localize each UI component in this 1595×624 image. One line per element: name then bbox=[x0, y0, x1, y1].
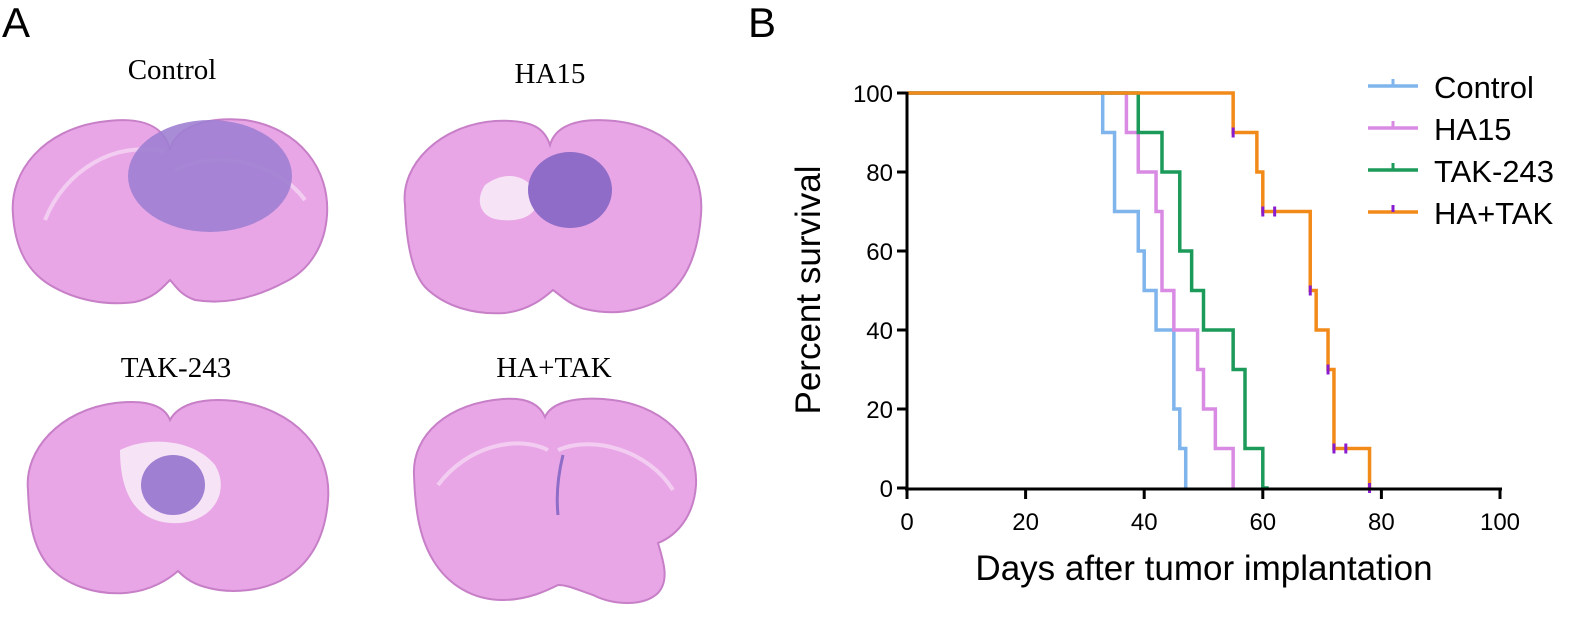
y-tick-label-40: 40 bbox=[866, 318, 893, 345]
panel-b-letter: B bbox=[748, 0, 777, 46]
y-axis-label: Percent survival bbox=[789, 166, 828, 415]
brain-section-ha-tak bbox=[412, 397, 698, 604]
y-ticks: 0 20 40 60 80 100 bbox=[853, 81, 907, 503]
x-tick-label-20: 20 bbox=[1012, 509, 1039, 536]
legend: Control HA15 TAK-243 HA+TAK bbox=[1368, 70, 1554, 231]
x-axis-label: Days after tumor implantation bbox=[975, 549, 1432, 588]
legend-label-ha15: HA15 bbox=[1434, 112, 1512, 147]
brain-section-ha15 bbox=[403, 119, 703, 315]
axes bbox=[905, 92, 1502, 491]
ventricle bbox=[479, 175, 538, 221]
tumor-mass bbox=[528, 152, 612, 228]
x-ticks: 0 20 40 60 80 100 bbox=[900, 488, 1520, 536]
series-line-ha15 bbox=[907, 91, 1235, 488]
section-title-tak243: TAK-243 bbox=[120, 352, 232, 384]
y-tick-label-60: 60 bbox=[866, 239, 893, 266]
y-tick-label-80: 80 bbox=[866, 160, 893, 187]
tissue-detail bbox=[436, 441, 675, 492]
section-title-ha-tak: HA+TAK bbox=[496, 352, 612, 384]
legend-label-tak-243: TAK-243 bbox=[1434, 154, 1554, 189]
y-tick-label-20: 20 bbox=[866, 397, 893, 424]
brain-section-tak243 bbox=[26, 399, 330, 595]
x-tick-label-100: 100 bbox=[1480, 509, 1520, 536]
y-tick-label-0: 0 bbox=[880, 476, 893, 503]
series-layer bbox=[907, 91, 1372, 493]
tumor-mass bbox=[141, 455, 205, 515]
x-tick-label-40: 40 bbox=[1131, 509, 1158, 536]
tumor-mass bbox=[128, 120, 292, 232]
panel-a-letter: A bbox=[2, 0, 31, 46]
series-line-tak-243 bbox=[907, 91, 1269, 490]
legend-label-control: Control bbox=[1434, 70, 1534, 105]
section-title-ha15: HA15 bbox=[514, 58, 586, 90]
x-tick-label-0: 0 bbox=[900, 509, 913, 536]
x-tick-label-60: 60 bbox=[1249, 509, 1276, 536]
legend-label-ha-tak: HA+TAK bbox=[1434, 196, 1553, 231]
series-line-control bbox=[907, 91, 1188, 488]
brain-section-control bbox=[11, 118, 329, 305]
section-title-control: Control bbox=[127, 54, 217, 86]
y-tick-label-100: 100 bbox=[853, 81, 893, 108]
ventricle bbox=[555, 454, 565, 516]
x-tick-label-80: 80 bbox=[1368, 509, 1395, 536]
